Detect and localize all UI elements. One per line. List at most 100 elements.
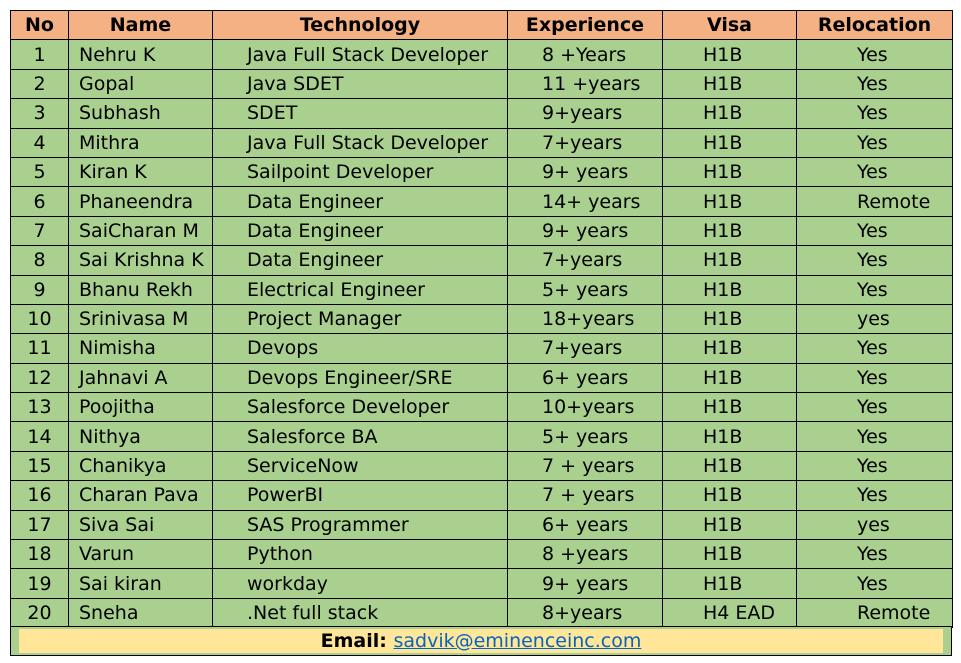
cell-technology: Java Full Stack Developer — [212, 39, 508, 70]
cell-no: 12 — [10, 362, 69, 394]
table-row: 2 Gopal Java SDET 11 +years H1B Yes — [10, 68, 953, 100]
cell-experience: 10+years — [507, 392, 663, 423]
cell-relocation: Yes — [796, 480, 953, 511]
cell-no: 17 — [10, 509, 69, 541]
header-visa: Visa — [662, 9, 797, 41]
cell-name: Kiran K — [68, 156, 213, 188]
cell-no: 3 — [10, 98, 69, 129]
cell-visa: H1B — [662, 421, 797, 452]
cell-no: 4 — [10, 127, 69, 158]
cell-name: Gopal — [68, 68, 213, 100]
cell-visa: H4 EAD — [662, 597, 797, 629]
cell-visa: H1B — [662, 68, 797, 100]
email-banner: Email: sadvik@eminenceinc.com — [19, 629, 943, 653]
table-row: 15 Chanikya ServiceNow 7 + years H1B Yes — [10, 450, 953, 482]
cell-technology: Sailpoint Developer — [212, 156, 508, 188]
cell-name: Nithya — [68, 421, 213, 452]
table-row: 8 Sai Krishna K Data Engineer 7+years H1B Yes — [10, 245, 953, 276]
cell-experience: 5+ years — [507, 421, 663, 452]
cell-visa: H1B — [662, 568, 797, 599]
table-row: 5 Kiran K Sailpoint Developer 9+ years H1B Ye… — [10, 156, 953, 188]
cell-no: 8 — [10, 245, 69, 276]
table-row: 20 Sneha .Net full stack 8+years H4 EAD Remot… — [10, 597, 953, 629]
cell-experience: 9+years — [507, 98, 663, 129]
cell-no: 16 — [10, 480, 69, 511]
cell-experience: 5+ years — [507, 274, 663, 305]
cell-technology: Python — [212, 539, 508, 570]
cell-visa: H1B — [662, 450, 797, 482]
cell-relocation: Yes — [796, 98, 953, 129]
table-row: 16 Charan Pava PowerBI 7 + years H1B Yes — [10, 480, 953, 511]
cell-visa: H1B — [662, 480, 797, 511]
cell-relocation: Yes — [796, 68, 953, 100]
table-row: 17 Siva Sai SAS Programmer 6+ years H1B yes — [10, 509, 953, 541]
cell-technology: Devops — [212, 333, 508, 364]
cell-relocation: Remote — [796, 186, 953, 217]
cell-no: 13 — [10, 392, 69, 423]
email-link[interactable]: sadvik@eminenceinc.com — [393, 630, 642, 652]
candidate-table-container: No Name Technology Experience Visa Reloc… — [10, 9, 953, 629]
table-row: 18 Varun Python 8 +years H1B Yes — [10, 539, 953, 570]
cell-technology: .Net full stack — [212, 597, 508, 629]
table-row: 10 Srinivasa M Project Manager 18+years H1B y… — [10, 303, 953, 335]
table-row: 14 Nithya Salesforce BA 5+ years H1B Yes — [10, 421, 953, 452]
cell-technology: Salesforce BA — [212, 421, 508, 452]
cell-name: Subhash — [68, 98, 213, 129]
cell-experience: 11 +years — [507, 68, 663, 100]
cell-name: Varun — [68, 539, 213, 570]
cell-no: 11 — [10, 333, 69, 364]
cell-visa: H1B — [662, 98, 797, 129]
footer-bar: Email: sadvik@eminenceinc.com — [10, 626, 952, 656]
cell-experience: 7 + years — [507, 480, 663, 511]
cell-name: Chanikya — [68, 450, 213, 482]
cell-visa: H1B — [662, 245, 797, 276]
cell-name: Poojitha — [68, 392, 213, 423]
cell-experience: 8 +years — [507, 539, 663, 570]
cell-technology: Data Engineer — [212, 245, 508, 276]
cell-experience: 7 + years — [507, 450, 663, 482]
cell-experience: 7+years — [507, 127, 663, 158]
cell-visa: H1B — [662, 274, 797, 305]
cell-no: 19 — [10, 568, 69, 599]
cell-name: Jahnavi A — [68, 362, 213, 394]
cell-no: 6 — [10, 186, 69, 217]
cell-visa: H1B — [662, 539, 797, 570]
cell-experience: 7+years — [507, 245, 663, 276]
cell-no: 14 — [10, 421, 69, 452]
cell-experience: 14+ years — [507, 186, 663, 217]
table-row: 19 Sai kiran workday 9+ years H1B Yes — [10, 568, 953, 599]
cell-name: Bhanu Rekh — [68, 274, 213, 305]
cell-technology: Devops Engineer/SRE — [212, 362, 508, 394]
cell-no: 1 — [10, 39, 69, 70]
cell-visa: H1B — [662, 186, 797, 217]
cell-no: 18 — [10, 539, 69, 570]
cell-relocation: Yes — [796, 450, 953, 482]
cell-technology: Data Engineer — [212, 186, 508, 217]
cell-name: Siva Sai — [68, 509, 213, 541]
cell-name: Nehru K — [68, 39, 213, 70]
cell-name: Sneha — [68, 597, 213, 629]
table-row: 9 Bhanu Rekh Electrical Engineer 5+ years H1… — [10, 274, 953, 305]
cell-visa: H1B — [662, 392, 797, 423]
cell-technology: SAS Programmer — [212, 509, 508, 541]
table-row: 13 Poojitha Salesforce Developer 10+years H1… — [10, 392, 953, 423]
cell-relocation: Yes — [796, 362, 953, 394]
cell-technology: PowerBI — [212, 480, 508, 511]
cell-relocation: yes — [796, 509, 953, 541]
table-row: 12 Jahnavi A Devops Engineer/SRE 6+ years H1… — [10, 362, 953, 394]
cell-visa: H1B — [662, 333, 797, 364]
cell-name: Phaneendra — [68, 186, 213, 217]
cell-name: Charan Pava — [68, 480, 213, 511]
cell-name: Srinivasa M — [68, 303, 213, 335]
cell-visa: H1B — [662, 362, 797, 394]
table-body: 1 Nehru K Java Full Stack Developer 8 +Year… — [10, 39, 953, 629]
cell-relocation: Yes — [796, 127, 953, 158]
cell-experience: 7+years — [507, 333, 663, 364]
cell-no: 15 — [10, 450, 69, 482]
cell-experience: 8 +Years — [507, 39, 663, 70]
cell-visa: H1B — [662, 215, 797, 247]
cell-technology: Java SDET — [212, 68, 508, 100]
cell-relocation: Yes — [796, 539, 953, 570]
table-row: 1 Nehru K Java Full Stack Developer 8 +Year… — [10, 39, 953, 70]
cell-no: 10 — [10, 303, 69, 335]
